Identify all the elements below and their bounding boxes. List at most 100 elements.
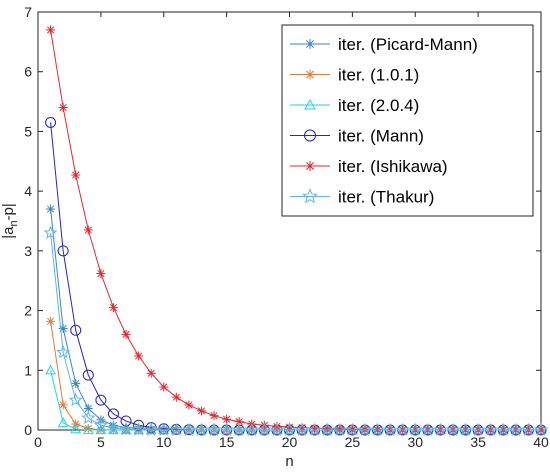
marker-shape <box>95 394 107 406</box>
asterisk-marker <box>46 204 56 214</box>
triangle-marker <box>82 424 94 435</box>
marker-shape <box>219 422 234 436</box>
x-tick-label: 10 <box>156 434 172 450</box>
marker-shape <box>508 422 523 436</box>
marker-shape <box>57 245 69 257</box>
legend-item: iter. (1.0.1) <box>290 66 419 85</box>
star-marker <box>131 422 146 436</box>
asterisk-marker <box>209 411 219 421</box>
legend-label: iter. (Picard-Mann) <box>338 35 478 54</box>
marker-shape <box>133 419 145 431</box>
triangle-marker <box>70 423 82 434</box>
marker-shape <box>144 422 159 436</box>
asterisk-marker <box>134 351 144 361</box>
asterisk-marker <box>71 378 81 388</box>
marker-shape <box>107 408 119 420</box>
star-marker <box>106 420 121 435</box>
marker-shape <box>207 422 222 436</box>
marker-stroke <box>306 162 314 170</box>
circle-marker <box>107 408 119 420</box>
marker-shape <box>57 417 69 427</box>
star-marker <box>257 422 272 436</box>
star-marker <box>496 422 511 436</box>
marker-shape <box>357 422 372 436</box>
asterisk-marker <box>96 269 106 279</box>
marker-shape <box>93 417 108 432</box>
star-marker <box>194 422 209 436</box>
circle-marker <box>133 419 145 431</box>
circle-marker <box>120 415 132 427</box>
marker-shape <box>43 225 58 239</box>
asterisk-marker <box>159 382 169 392</box>
star-marker <box>232 422 247 436</box>
marker-stroke <box>235 418 243 426</box>
x-tick-label: 15 <box>219 434 235 450</box>
y-tick-label: 0 <box>24 422 32 438</box>
star-marker <box>395 422 410 436</box>
marker-shape <box>345 422 360 436</box>
marker-stroke <box>122 330 130 339</box>
marker-stroke <box>46 317 55 325</box>
circle-marker <box>45 116 57 128</box>
asterisk-marker <box>58 400 68 410</box>
asterisk-marker <box>196 406 206 416</box>
marker-stroke <box>285 423 294 431</box>
x-tick-label: 30 <box>407 434 423 450</box>
star-marker <box>295 422 310 436</box>
marker-shape <box>408 422 423 436</box>
star-marker <box>408 422 423 436</box>
marker-stroke <box>135 352 143 360</box>
star-marker <box>56 345 71 359</box>
star-marker <box>345 422 360 436</box>
star-marker <box>483 422 498 436</box>
marker-stroke <box>59 103 67 112</box>
marker-stroke <box>46 26 55 34</box>
marker-stroke <box>84 226 92 234</box>
marker-shape <box>483 422 498 436</box>
marker-shape <box>332 422 347 436</box>
asterisk-marker <box>184 400 194 410</box>
legend-label: iter. (Thakur) <box>338 188 434 207</box>
star-marker <box>534 422 548 436</box>
x-tick-label: 40 <box>533 434 549 450</box>
star-marker <box>219 422 234 436</box>
star-marker <box>320 422 335 436</box>
circle-marker <box>70 324 82 336</box>
x-tick-label: 0 <box>34 434 42 450</box>
marker-shape <box>534 422 548 436</box>
marker-shape <box>70 324 82 336</box>
star-marker <box>508 422 523 436</box>
marker-stroke <box>361 425 369 433</box>
circle-marker <box>304 129 316 142</box>
marker-stroke <box>172 393 180 401</box>
x-tick-label: 35 <box>470 434 486 450</box>
marker-shape <box>45 116 57 128</box>
legend-item: iter. (Ishikawa) <box>290 157 448 176</box>
x-tick-label: 25 <box>345 434 361 450</box>
marker-stroke <box>46 205 55 213</box>
legend-label: iter. (Ishikawa) <box>338 157 448 176</box>
legend-item: iter. (Picard-Mann) <box>290 35 478 54</box>
star-marker <box>144 422 159 436</box>
marker-shape <box>320 422 335 436</box>
marker-shape <box>120 415 132 427</box>
marker-shape <box>433 422 448 436</box>
x-axis-label: n <box>285 453 293 470</box>
marker-shape <box>295 422 310 436</box>
asterisk-marker <box>46 25 56 35</box>
star-marker <box>68 392 83 407</box>
asterisk-marker <box>305 161 315 171</box>
asterisk-marker <box>171 392 181 402</box>
marker-shape <box>304 129 316 142</box>
marker-stroke <box>197 407 206 415</box>
star-marker <box>93 417 108 432</box>
marker-shape <box>194 422 209 436</box>
marker-shape <box>282 422 297 436</box>
legend-item: iter. (Mann) <box>290 127 424 146</box>
legend-label: iter. (2.0.4) <box>338 96 419 115</box>
x-tick-label: 5 <box>97 434 105 450</box>
star-marker <box>332 422 347 436</box>
asterisk-marker <box>71 170 81 180</box>
star-marker <box>181 422 196 436</box>
star-marker <box>169 422 184 436</box>
